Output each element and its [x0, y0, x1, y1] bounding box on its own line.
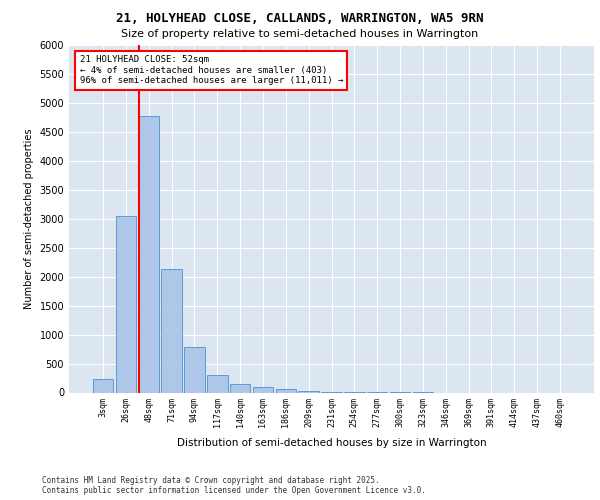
X-axis label: Distribution of semi-detached houses by size in Warrington: Distribution of semi-detached houses by …	[176, 438, 487, 448]
Bar	[207, 374, 227, 392]
Bar	[298, 391, 319, 392]
Text: Contains HM Land Registry data © Crown copyright and database right 2025.
Contai: Contains HM Land Registry data © Crown c…	[42, 476, 426, 495]
Bar	[275, 390, 296, 392]
Text: 21 HOLYHEAD CLOSE: 52sqm
← 4% of semi-detached houses are smaller (403)
96% of s: 21 HOLYHEAD CLOSE: 52sqm ← 4% of semi-de…	[79, 56, 343, 85]
Bar	[230, 384, 250, 392]
Bar	[161, 269, 182, 392]
Text: 21, HOLYHEAD CLOSE, CALLANDS, WARRINGTON, WA5 9RN: 21, HOLYHEAD CLOSE, CALLANDS, WARRINGTON…	[116, 12, 484, 26]
Text: Size of property relative to semi-detached houses in Warrington: Size of property relative to semi-detach…	[121, 29, 479, 39]
Bar	[253, 387, 273, 392]
Bar	[93, 379, 113, 392]
Bar	[184, 346, 205, 393]
Bar	[116, 216, 136, 392]
Bar	[139, 116, 159, 392]
Y-axis label: Number of semi-detached properties: Number of semi-detached properties	[24, 128, 34, 309]
